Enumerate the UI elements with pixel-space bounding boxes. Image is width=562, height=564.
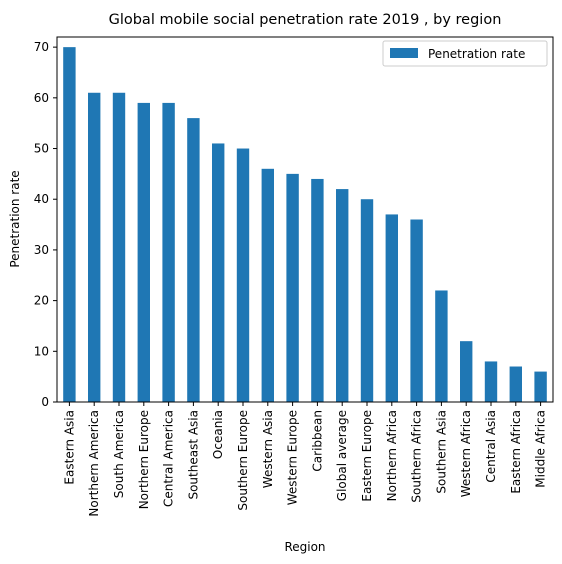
x-tick-label: Western Asia: [261, 410, 275, 488]
plot-frame: [56, 36, 554, 403]
legend: Penetration rate: [382, 40, 548, 67]
bar: [187, 118, 200, 402]
x-tick-label: Southeast Asia: [186, 410, 200, 500]
bar: [360, 199, 374, 402]
x-tick-label: Northern America: [87, 410, 101, 517]
y-tick-label: 50: [34, 142, 49, 156]
bar: [212, 143, 225, 403]
bar: [286, 173, 299, 402]
y-tick-label: 40: [34, 192, 49, 206]
bar: [460, 341, 473, 402]
bar: [112, 92, 126, 402]
bar: [88, 92, 101, 402]
x-tick-label: Northern Europe: [137, 410, 151, 509]
y-tick-label: 30: [34, 243, 49, 257]
x-tick-label: Southern Asia: [434, 410, 448, 494]
bar: [435, 290, 448, 402]
bar: [63, 47, 76, 403]
bar: [509, 366, 522, 402]
x-tick-label: Northern Africa: [385, 410, 399, 501]
chart-title: Global mobile social penetration rate 20…: [109, 12, 502, 28]
x-axis-label: Region: [284, 540, 325, 554]
y-tick-label: 60: [34, 91, 49, 105]
bar: [410, 219, 423, 402]
y-tick-label: 70: [34, 40, 49, 54]
y-tick-label: 20: [34, 294, 49, 308]
x-tick-label: South America: [112, 410, 126, 498]
bar: [236, 148, 250, 402]
x-tick-label: Middle Africa: [534, 410, 548, 488]
bar: [261, 168, 274, 402]
x-tick-label: Central America: [162, 410, 176, 507]
bar: [311, 178, 324, 402]
x-tick-label: Western Europe: [286, 410, 300, 505]
legend-swatch: [390, 48, 418, 58]
bar: [385, 214, 398, 402]
x-tick-label: Eastern Asia: [62, 410, 76, 485]
legend-label: Penetration rate: [428, 47, 525, 61]
x-tick-label: Caribbean: [310, 410, 324, 472]
plot-area: 0 10 20 30 40 50 60 70 Eastern Asia Northern Amer…: [34, 40, 548, 516]
y-tick-label: 0: [41, 395, 49, 409]
x-tick-label: Eastern Africa: [509, 410, 523, 494]
legend-box: [382, 40, 548, 67]
y-tick-label: 10: [34, 344, 49, 358]
x-tick-label: Southern Africa: [410, 410, 424, 503]
x-tick-label: Oceania: [211, 410, 225, 459]
bar: [336, 189, 349, 402]
x-tick-label: Southern Europe: [236, 410, 250, 511]
bar: [484, 361, 498, 402]
bar: [162, 102, 175, 403]
bar: [534, 371, 547, 402]
x-tick-label: Western Africa: [459, 410, 473, 497]
x-tick-label: Global average: [335, 410, 349, 501]
x-tick-label: Eastern Europe: [360, 410, 374, 502]
x-tick-label: Central Asia: [484, 410, 498, 483]
bar: [137, 102, 150, 403]
y-axis-label: Penetration rate: [8, 170, 22, 267]
